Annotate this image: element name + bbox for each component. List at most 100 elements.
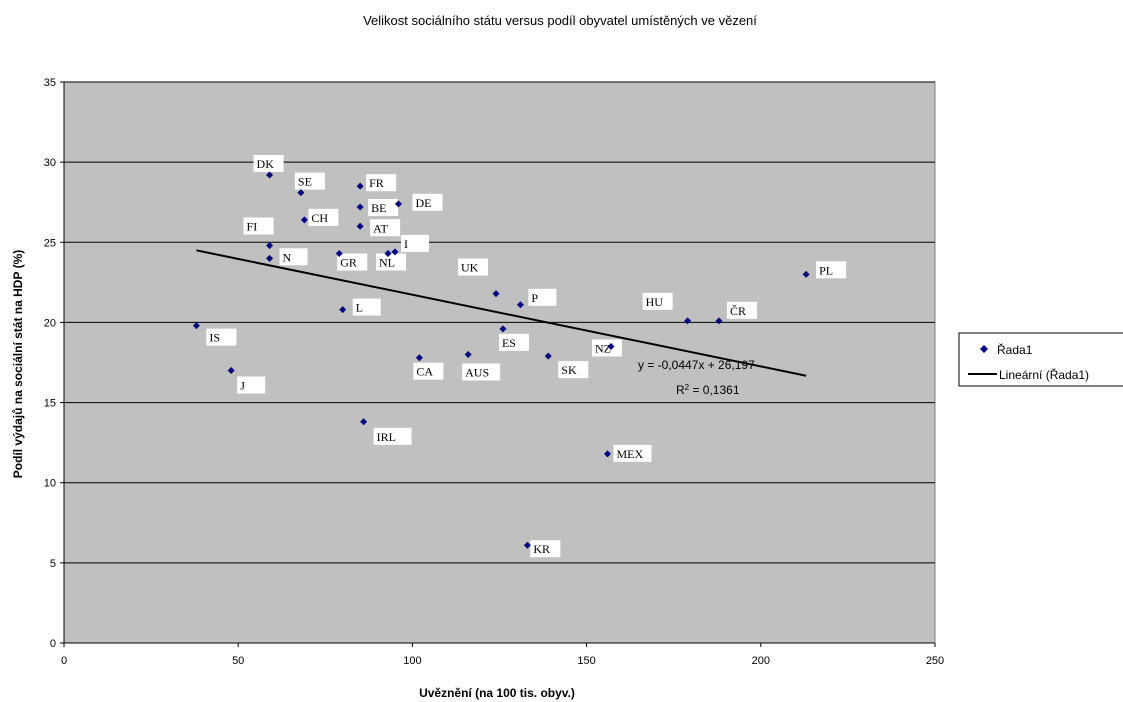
point-label: L [356, 301, 363, 315]
point-label-box [253, 154, 284, 172]
point-label-box [366, 174, 397, 192]
point-label-box [613, 444, 652, 462]
point-label: ČR [730, 304, 746, 318]
data-point-i [391, 248, 399, 256]
point-label: ES [502, 336, 516, 350]
point-label: DE [415, 196, 431, 210]
point-label-box [279, 248, 308, 266]
point-label: NL [379, 256, 395, 270]
point-label: J [240, 379, 245, 393]
point-label: UK [461, 261, 479, 275]
point-label-box [642, 292, 673, 310]
point-label: FR [369, 176, 384, 190]
point-label-box [368, 199, 399, 217]
point-label: IRL [377, 430, 396, 444]
data-point-es [499, 325, 507, 333]
y-tick-label: 20 [44, 317, 56, 329]
point-label-box [294, 172, 325, 190]
data-point-fr [356, 182, 364, 190]
point-label-box [337, 253, 368, 271]
axes [60, 81, 936, 647]
point-label: PL [819, 263, 833, 277]
point-label: SK [561, 363, 577, 377]
legend-marker-diamond [980, 345, 988, 353]
point-label: HU [646, 295, 664, 309]
data-point-j [227, 367, 235, 375]
y-tick-label: 35 [44, 77, 56, 89]
x-tick-label: 250 [926, 655, 944, 667]
point-label-box [373, 427, 412, 445]
point-label-box [458, 258, 489, 276]
x-tick-label: 100 [403, 655, 421, 667]
x-axis-title: Uvěznění (na 100 tis. obyv.) [419, 686, 575, 700]
data-point-fi [266, 241, 274, 249]
y-tick-label: 5 [50, 558, 56, 570]
point-label-box [376, 253, 407, 271]
data-point-aus [464, 350, 472, 358]
point-label: NZ [595, 341, 611, 355]
y-tick-label: 30 [44, 157, 56, 169]
point-label: AUS [465, 365, 489, 379]
point-label-box [370, 219, 401, 237]
legend-series-label: Řada1 [997, 342, 1033, 357]
point-label: I [404, 237, 408, 251]
trendline [196, 249, 807, 377]
y-tick-label: 10 [44, 478, 56, 490]
point-label: DK [257, 157, 275, 171]
point-label-box [400, 234, 429, 252]
data-point-nl [384, 250, 392, 258]
gridlines [64, 81, 935, 564]
data-point-n [266, 254, 274, 262]
data-point-ch [300, 216, 308, 224]
x-tick-label: 0 [61, 655, 67, 667]
y-tick-label: 0 [50, 638, 56, 650]
data-point-mex [604, 450, 612, 458]
y-tick-labels: 0 5 10 15 20 25 30 35 [44, 77, 56, 650]
data-point-nz [607, 342, 615, 350]
data-point-se [297, 189, 305, 197]
x-tick-label: 150 [577, 655, 595, 667]
point-label-box [308, 208, 339, 226]
x-tick-label: 50 [232, 655, 244, 667]
point-label: IS [209, 331, 220, 345]
point-label: GR [340, 256, 357, 270]
data-point-l [339, 306, 347, 314]
x-tick-label: 200 [752, 655, 770, 667]
point-label: KR [533, 542, 550, 556]
legend: Řada1 Lineární (Řada1) [958, 332, 1123, 387]
point-label-box [528, 288, 557, 306]
point-label-box [412, 193, 443, 211]
point-label-box [726, 301, 757, 319]
point-label-box [237, 376, 266, 394]
chart-title: Velikost sociálního státu versus podíl o… [363, 13, 757, 28]
point-label-box [816, 261, 847, 279]
point-label-box [243, 217, 274, 235]
point-label: P [531, 291, 538, 305]
data-point-dk [266, 171, 274, 179]
data-point-čr [715, 317, 723, 325]
data-point-p [516, 301, 524, 309]
data-points [192, 171, 810, 549]
point-label-box [206, 328, 237, 346]
data-point-sk [544, 352, 552, 360]
point-label: CH [311, 211, 328, 225]
x-tick-labels: 0 50 100 150 200 250 [61, 655, 944, 667]
data-point-be [356, 203, 364, 211]
data-point-uk [492, 290, 500, 298]
point-label: SE [298, 175, 312, 189]
point-label: FI [247, 219, 258, 233]
r-squared-label: R2 = 0,1361 [676, 383, 740, 398]
legend-trend-label: Lineární (Řada1) [999, 367, 1089, 382]
point-label: BE [371, 201, 386, 215]
y-tick-label: 25 [44, 237, 56, 249]
y-axis-title: Podíl výdajů na sociální stát na HDP (%) [11, 250, 25, 479]
legend-box [958, 332, 1123, 387]
point-label: MEX [617, 447, 644, 461]
point-label-box [352, 298, 381, 316]
point-label-box [530, 540, 561, 558]
data-point-kr [523, 541, 531, 549]
data-point-de [394, 200, 402, 208]
data-point-ca [415, 354, 423, 362]
